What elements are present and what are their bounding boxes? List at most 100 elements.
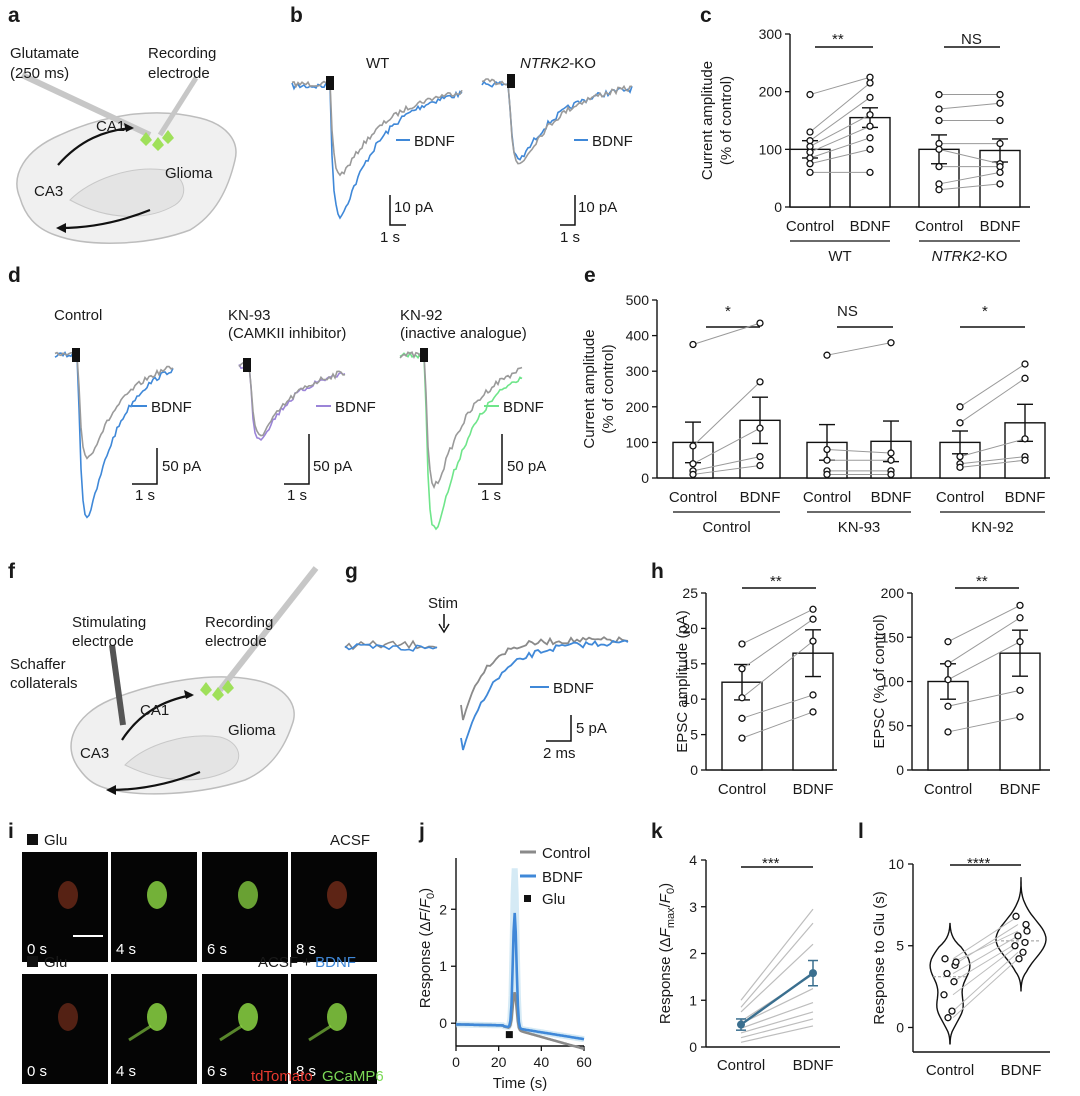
panel-label-f: f bbox=[8, 560, 16, 583]
data-point bbox=[935, 139, 943, 148]
paired-line bbox=[809, 148, 871, 165]
paired-line bbox=[947, 604, 1021, 643]
data-point bbox=[1016, 601, 1024, 610]
scale-y-d-control: 50 pA bbox=[162, 458, 201, 475]
y-tick-label: 4 bbox=[689, 852, 697, 868]
stim-label-2: electrode bbox=[72, 633, 134, 650]
arrow-ca3-ca1-f bbox=[121, 693, 193, 741]
panel-l: l 0 5 10 Control BDNF Response to Glu (s) ***… bbox=[858, 820, 1050, 1079]
violin-control bbox=[929, 922, 971, 1045]
paired-line bbox=[740, 908, 814, 1001]
data-point bbox=[806, 128, 814, 136]
recording-label-2: electrode bbox=[148, 65, 210, 82]
ca3-label-a: CA3 bbox=[34, 183, 63, 200]
data-point bbox=[1021, 360, 1029, 368]
y-axis-label: Current amplitude bbox=[699, 61, 716, 180]
data-point bbox=[940, 991, 948, 999]
trace-g-post-control bbox=[460, 636, 629, 721]
ko-title: NTRK2-KO bbox=[520, 55, 596, 72]
paired-line bbox=[741, 640, 814, 699]
x-tick-label: Control bbox=[786, 218, 834, 235]
micrograph-tiles: 0 s 4 s 6 s 8 s 0 s 4 s 6 s 8 s bbox=[22, 852, 377, 1084]
data-point bbox=[866, 122, 874, 130]
legend-glu-marker bbox=[524, 895, 531, 902]
data-point bbox=[944, 660, 952, 668]
data-point bbox=[806, 168, 814, 177]
data-point bbox=[1021, 374, 1029, 382]
data-point bbox=[996, 162, 1004, 171]
paired-line bbox=[692, 465, 761, 475]
data-point bbox=[935, 186, 943, 194]
data-point bbox=[1016, 614, 1024, 622]
scale-x-d-control: 1 s bbox=[135, 487, 155, 504]
bdnf-legend-d-kn93: BDNF bbox=[335, 399, 376, 416]
paired-line bbox=[692, 427, 761, 465]
data-point bbox=[866, 168, 874, 177]
time-label: 6 s bbox=[207, 941, 227, 958]
y-tick-label: 300 bbox=[759, 26, 783, 42]
paired-line bbox=[741, 608, 814, 645]
cell-body bbox=[238, 1003, 258, 1031]
d-kn92-title: KN-92 bbox=[400, 307, 443, 324]
y-tick-label: 200 bbox=[759, 84, 783, 100]
data-point bbox=[823, 470, 831, 479]
bdnf-line bbox=[456, 912, 585, 1041]
data-point bbox=[689, 340, 697, 349]
stim-marker-d-kn92 bbox=[420, 348, 428, 362]
chart-h-right: 0 50 100 150 200 EPSC (% of control) Control BD… bbox=[871, 585, 1050, 798]
data-point bbox=[935, 90, 943, 99]
mean-line bbox=[740, 972, 814, 1026]
data-point bbox=[809, 691, 817, 699]
acsf-label: ACSF bbox=[330, 832, 370, 849]
chart-c: 0 100 200 300 Current amplitude (% of control… bbox=[699, 26, 1030, 265]
glutamate-duration: (250 ms) bbox=[10, 65, 69, 82]
data-point bbox=[944, 1014, 952, 1022]
x-tick-label: BDNF bbox=[793, 781, 834, 798]
data-point bbox=[809, 615, 817, 623]
scale-bar-b-wt bbox=[389, 195, 406, 226]
cell-body bbox=[147, 881, 167, 909]
stim-marker-d-kn93 bbox=[243, 358, 251, 372]
paired-line bbox=[809, 76, 871, 96]
paired-line bbox=[952, 935, 1019, 974]
data-point bbox=[866, 134, 874, 142]
stimulating-electrode bbox=[109, 644, 126, 726]
glu-label-top: Glu bbox=[44, 832, 67, 849]
data-point bbox=[1021, 938, 1029, 947]
paired-line bbox=[952, 924, 1019, 966]
x-tick-label: Control bbox=[924, 781, 972, 798]
micrograph-tile bbox=[22, 974, 108, 1084]
cell-body bbox=[147, 1003, 167, 1031]
data-point bbox=[1012, 912, 1020, 920]
paired-line bbox=[741, 618, 814, 670]
sig-e-control: * bbox=[725, 303, 731, 320]
schaffer-label-2: collaterals bbox=[10, 675, 78, 692]
paired-line bbox=[947, 689, 1021, 707]
y-tick-label: 300 bbox=[626, 363, 650, 379]
paired-line bbox=[740, 943, 814, 1013]
tdtomato-label: tdTomato bbox=[251, 1068, 313, 1085]
cell-body bbox=[58, 881, 78, 909]
y-tick-label: 25 bbox=[682, 585, 698, 601]
bdnf-legend-wt: BDNF bbox=[414, 133, 455, 150]
y-tick-label: 100 bbox=[626, 434, 650, 450]
glioma-label-f: Glioma bbox=[228, 722, 276, 739]
panel-c: c 0 100 200 300 Current amplitude (% of contr… bbox=[699, 4, 1030, 265]
y-tick-label: 200 bbox=[881, 585, 905, 601]
d-kn92-sub: (inactive analogue) bbox=[400, 325, 527, 342]
chart-k: 0 1 2 3 4 Control BDNF Response (ΔFmax/F0) bbox=[657, 852, 840, 1074]
paired-line bbox=[959, 377, 1026, 424]
data-point bbox=[689, 460, 697, 468]
sig-l: **** bbox=[967, 855, 991, 872]
data-point bbox=[996, 99, 1004, 107]
data-point bbox=[1015, 955, 1023, 963]
data-point bbox=[944, 728, 952, 736]
legend-control: Control bbox=[542, 845, 590, 862]
x-tick-label: Control bbox=[803, 489, 851, 506]
x-tick-label: Control bbox=[718, 781, 766, 798]
sig-c-wt: ** bbox=[832, 31, 844, 48]
scale-y-b-ko: 10 pA bbox=[578, 199, 617, 216]
paired-line bbox=[692, 322, 761, 345]
scale-x-b-ko: 1 s bbox=[560, 229, 580, 246]
